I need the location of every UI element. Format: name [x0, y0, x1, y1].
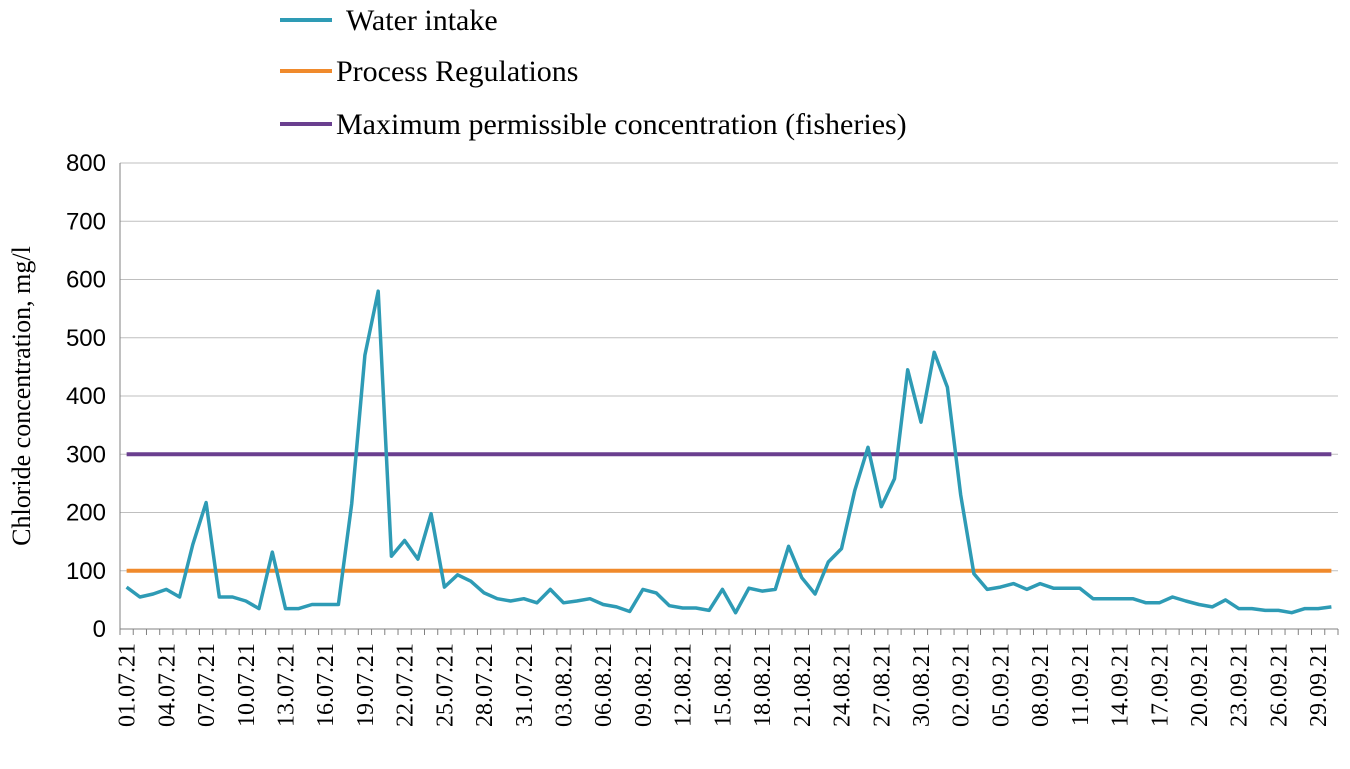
- y-tick-700: 700: [66, 208, 106, 235]
- x-tick-26.09.21: 26.09.21: [1266, 643, 1292, 727]
- x-tick-19.07.21: 19.07.21: [353, 643, 379, 727]
- x-tick-labels: 01.07.21 04.07.21 07.07.21 10.07.21 13.07.21…: [115, 643, 1333, 727]
- x-tick-29.09.21: 29.09.21: [1306, 643, 1332, 727]
- legend-label-process-regulations: Process Regulations: [336, 55, 578, 88]
- y-tick-800: 800: [66, 150, 106, 177]
- y-tick-100: 100: [66, 558, 106, 585]
- x-tick-11.09.21: 11.09.21: [1068, 643, 1094, 726]
- x-tick-05.09.21: 05.09.21: [988, 643, 1014, 727]
- x-tick-04.07.21: 04.07.21: [154, 643, 180, 727]
- series-water-intake-line: [125, 289, 1332, 615]
- x-axis: [119, 163, 1339, 635]
- x-tick-06.08.21: 06.08.21: [591, 643, 617, 727]
- x-tick-08.09.21: 08.09.21: [1028, 643, 1054, 727]
- y-tick-300: 300: [66, 441, 106, 468]
- series-lines: [125, 289, 1332, 615]
- y-tick-500: 500: [66, 325, 106, 352]
- y-tick-200: 200: [66, 500, 106, 527]
- x-tick-07.07.21: 07.07.21: [194, 643, 220, 727]
- x-tick-24.08.21: 24.08.21: [830, 643, 856, 727]
- x-tick-25.07.21: 25.07.21: [432, 643, 458, 727]
- y-tick-labels: 0 100 200 300 400 500 600 700 800: [66, 150, 106, 643]
- legend: Water intake Process Regulations Maximum…: [280, 4, 907, 141]
- x-tick-13.07.21: 13.07.21: [273, 643, 299, 727]
- x-tick-23.09.21: 23.09.21: [1227, 643, 1253, 727]
- x-tick-27.08.21: 27.08.21: [869, 643, 895, 727]
- y-axis-label: Chloride concentration, mg/l: [7, 246, 36, 546]
- legend-label-water-intake: Water intake: [346, 4, 498, 37]
- y-tick-600: 600: [66, 267, 106, 294]
- x-tick-21.08.21: 21.08.21: [790, 643, 816, 727]
- x-tick-12.08.21: 12.08.21: [671, 643, 697, 727]
- x-tick-31.07.21: 31.07.21: [512, 643, 538, 727]
- x-tick-18.08.21: 18.08.21: [750, 643, 776, 727]
- x-tick-01.07.21: 01.07.21: [115, 643, 141, 727]
- x-tick-30.08.21: 30.08.21: [909, 643, 935, 727]
- y-tick-400: 400: [66, 383, 106, 410]
- x-tick-09.08.21: 09.08.21: [631, 643, 657, 727]
- x-tick-16.07.21: 16.07.21: [313, 643, 339, 727]
- x-tick-20.09.21: 20.09.21: [1187, 643, 1213, 727]
- x-tick-14.09.21: 14.09.21: [1108, 643, 1134, 727]
- legend-label-mpc: Maximum permissible concentration (fishe…: [336, 108, 907, 141]
- x-tick-22.07.21: 22.07.21: [393, 643, 419, 727]
- y-tick-0: 0: [93, 616, 106, 643]
- reference-lines: [126, 452, 1332, 573]
- x-tick-28.07.21: 28.07.21: [472, 643, 498, 727]
- x-tick-03.08.21: 03.08.21: [552, 643, 578, 727]
- x-tick-02.09.21: 02.09.21: [949, 643, 975, 727]
- gridlines: [120, 162, 1338, 572]
- x-tick-17.09.21: 17.09.21: [1147, 643, 1173, 727]
- x-tick-10.07.21: 10.07.21: [234, 643, 260, 727]
- x-tick-15.08.21: 15.08.21: [710, 643, 736, 727]
